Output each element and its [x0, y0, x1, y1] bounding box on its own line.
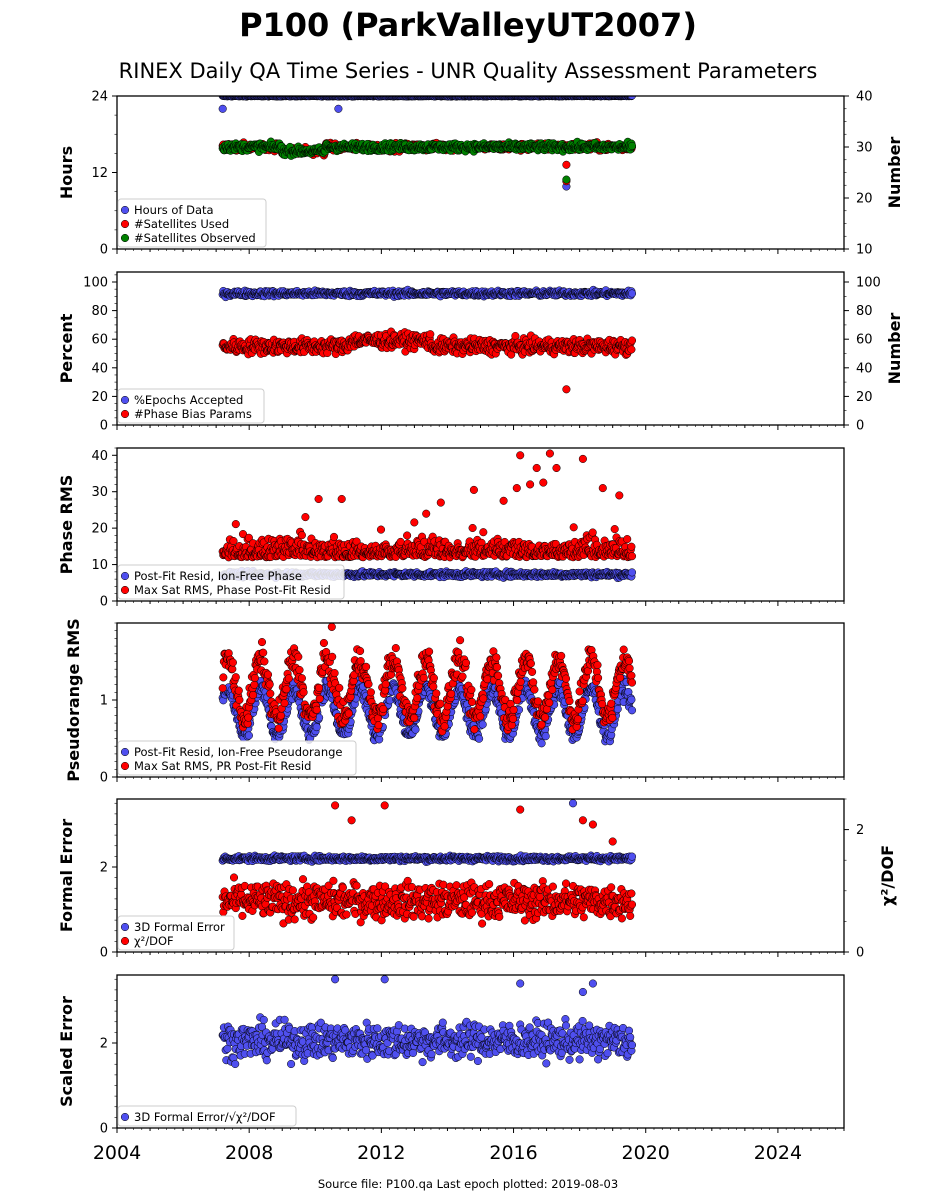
legend-marker — [120, 219, 130, 229]
legend-label: %Epochs Accepted — [134, 393, 243, 407]
y-tick-label: 60 — [91, 333, 108, 348]
data-point — [627, 96, 637, 100]
data-point — [627, 345, 636, 354]
y-right-tick-label: 40 — [856, 90, 873, 105]
legend-box — [117, 198, 267, 248]
y-tick-label: 12 — [91, 166, 108, 181]
y-tick-label: 80 — [91, 304, 108, 319]
scatter-points — [218, 285, 637, 394]
y-right-tick-label: 40 — [856, 361, 873, 376]
data-point — [422, 509, 431, 518]
data-point — [231, 520, 240, 529]
legend-marker — [120, 205, 130, 215]
legend-marker — [120, 409, 130, 419]
series-1 — [218, 285, 637, 302]
data-point — [329, 532, 339, 541]
y-axis-label: Percent — [57, 313, 76, 383]
data-point — [301, 513, 310, 522]
y-tick-label: 24 — [91, 90, 108, 105]
y-right-tick-label: 100 — [856, 276, 881, 291]
y-axis-label: Hours — [57, 146, 76, 199]
y-tick-label: 40 — [91, 361, 108, 376]
data-point — [403, 531, 412, 540]
y-right-tick-label: 20 — [856, 192, 873, 207]
outlier-point — [218, 104, 227, 113]
scatter-points — [218, 449, 637, 583]
legend: %Epochs Accepted#Phase Bias Params — [117, 388, 265, 424]
data-point — [468, 523, 477, 533]
legend: Hours of Data#Satellites Used#Satellites… — [117, 198, 267, 248]
legend-label: #Satellites Observed — [134, 231, 256, 245]
y-tick-label: 0 — [100, 243, 108, 258]
y-tick-label: 20 — [91, 390, 108, 405]
y-right-axis-label: Number — [885, 313, 904, 385]
legend-label: #Satellites Used — [134, 217, 229, 231]
data-point — [479, 528, 488, 537]
data-point — [627, 141, 637, 150]
series-3 — [218, 137, 637, 184]
legend-label: Hours of Data — [134, 203, 214, 217]
data-point — [426, 330, 435, 339]
chart-title: P100 (ParkValleyUT2007) — [239, 6, 697, 44]
legend-marker — [120, 233, 130, 243]
legend-label: #Phase Bias Params — [134, 407, 252, 421]
outlier-point — [334, 104, 343, 113]
data-point — [410, 518, 419, 527]
panel-2: 0 20 40 60 80 100 0 20 40 60 80 100 Number Percent %Ep… — [57, 271, 904, 434]
data-point — [627, 336, 637, 345]
data-point — [627, 568, 637, 577]
y-right-axis-label: Number — [885, 137, 904, 209]
y-right-tick-label: 80 — [856, 304, 873, 319]
data-point — [376, 525, 386, 534]
data-point — [627, 289, 637, 298]
scatter-points — [218, 96, 637, 191]
y-tick-label: 0 — [100, 419, 108, 434]
outlier-point — [562, 160, 571, 169]
y-right-tick-label: 0 — [856, 419, 864, 434]
y-tick-label: 100 — [83, 276, 108, 291]
y-right-tick-label: 20 — [856, 390, 873, 405]
outlier-point — [562, 385, 571, 394]
data-point — [297, 531, 306, 540]
y-right-tick-label: 60 — [856, 333, 873, 348]
series-2 — [218, 327, 637, 394]
legend-marker — [120, 395, 130, 405]
chart-subtitle: RINEX Daily QA Time Series - UNR Quality… — [119, 59, 818, 83]
outlier-point — [562, 175, 571, 184]
y-right-tick-label: 30 — [856, 141, 873, 156]
data-point — [229, 536, 238, 546]
series-2 — [218, 449, 637, 562]
y-right-tick-label: 10 — [856, 243, 873, 258]
